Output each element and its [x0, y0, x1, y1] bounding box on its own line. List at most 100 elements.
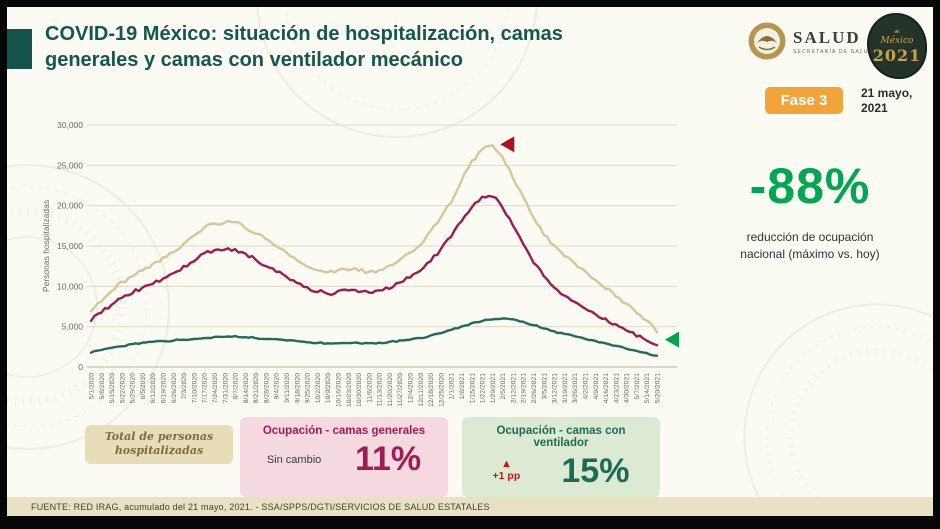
svg-text:12/25/2020: 12/25/2020 [438, 373, 445, 407]
salud-wordmark: SALUD [793, 27, 861, 47]
svg-text:5/15/2020: 5/15/2020 [109, 373, 116, 403]
svg-text:10,000: 10,000 [57, 281, 83, 291]
svg-text:4/9/2021: 4/9/2021 [593, 373, 600, 400]
mexico-2021-logo: ☙ México 2021 [867, 13, 927, 79]
svg-text:11/6/2020: 11/6/2020 [366, 373, 373, 403]
svg-text:25,000: 25,000 [57, 160, 83, 170]
svg-text:3/26/2021: 3/26/2021 [572, 373, 579, 403]
svg-text:9/25/2020: 9/25/2020 [305, 373, 312, 403]
svg-text:7/24/2020: 7/24/2020 [212, 373, 219, 403]
svg-text:8/14/2020: 8/14/2020 [243, 373, 250, 403]
svg-text:5/8/2020: 5/8/2020 [99, 373, 106, 400]
svg-text:10/30/2020: 10/30/2020 [356, 373, 363, 407]
svg-text:2/12/2021: 2/12/2021 [510, 373, 517, 403]
title-accent-bar [7, 29, 32, 69]
svg-text:10/16/2020: 10/16/2020 [335, 373, 342, 407]
svg-text:5/20/2021: 5/20/2021 [655, 373, 662, 403]
svg-text:4/16/2021: 4/16/2021 [603, 373, 610, 403]
svg-text:15,000: 15,000 [57, 241, 83, 251]
chart-canvas: 0 5,000 10,000 15,000 20,000 25,000 30,000 Pers… [41, 120, 679, 407]
svg-text:5/7/2021: 5/7/2021 [634, 373, 641, 400]
salud-seal-icon [748, 22, 786, 60]
legend-general-title: Ocupación - camas generales [262, 425, 426, 437]
svg-text:1/22/2021: 1/22/2021 [480, 373, 487, 403]
svg-text:12/4/2020: 12/4/2020 [408, 373, 415, 403]
salud-logo: SALUD SECRETARÍA DE SALUD [747, 21, 874, 61]
logo-mexico-script: México [880, 35, 914, 46]
svg-text:6/26/2020: 6/26/2020 [171, 373, 178, 403]
date-label: 21 mayo, 2021 [861, 86, 912, 116]
ventilator-change-label: +1 pp [492, 470, 521, 483]
svg-text:12/18/2020: 12/18/2020 [428, 373, 435, 407]
salud-sublabel: SECRETARÍA DE SALUD [793, 48, 874, 55]
source-text: FUENTE: RED IRAG, acumulado del 21 mayo,… [31, 501, 490, 512]
legend-total-box: Total de personas hospitalizadas [85, 425, 233, 464]
svg-text:1/15/2021: 1/15/2021 [469, 373, 476, 403]
svg-text:11/20/2020: 11/20/2020 [387, 373, 394, 407]
svg-text:Personas hospitalizadas: Personas hospitalizadas [41, 200, 51, 292]
svg-text:1/29/2021: 1/29/2021 [490, 373, 497, 403]
svg-text:9/18/2020: 9/18/2020 [294, 373, 301, 403]
svg-text:6/5/2020: 6/5/2020 [140, 373, 147, 400]
svg-text:7/31/2020: 7/31/2020 [222, 373, 229, 403]
svg-text:4/2/2021: 4/2/2021 [582, 373, 589, 400]
svg-text:6/12/2020: 6/12/2020 [150, 373, 157, 403]
svg-text:5/29/2020: 5/29/2020 [130, 373, 137, 403]
svg-text:10/2/2020: 10/2/2020 [315, 373, 322, 403]
logo-ornament-icon: ☙ [893, 26, 901, 36]
svg-text:3/19/2021: 3/19/2021 [562, 373, 569, 403]
svg-text:20,000: 20,000 [57, 201, 83, 211]
svg-text:11/13/2020: 11/13/2020 [377, 373, 384, 407]
kpi-reduction: -88% reducción de ocupación nacional (má… [700, 157, 920, 263]
source-bar: FUENTE: RED IRAG, acumulado del 21 mayo,… [7, 497, 933, 516]
svg-text:8/7/2020: 8/7/2020 [233, 373, 240, 400]
logo-year: 2021 [872, 45, 922, 65]
slide: COVID-19 México: situación de hospitaliz… [7, 7, 933, 516]
background-ornament [743, 303, 933, 516]
kpi-caption: reducción de ocupación nacional (máximo … [740, 230, 880, 261]
up-triangle-icon: ▲ [500, 458, 512, 471]
svg-text:2/19/2021: 2/19/2021 [521, 373, 528, 403]
date-line2: 2021 [861, 101, 888, 115]
svg-text:9/11/2020: 9/11/2020 [284, 373, 291, 403]
svg-text:10/23/2020: 10/23/2020 [346, 373, 353, 407]
svg-text:6/19/2020: 6/19/2020 [161, 373, 168, 403]
fase-badge: Fase 3 [765, 87, 843, 114]
svg-text:12/11/2020: 12/11/2020 [418, 373, 425, 407]
svg-text:7/3/2020: 7/3/2020 [181, 373, 188, 400]
svg-text:30,000: 30,000 [57, 120, 83, 130]
date-line1: 21 mayo, [861, 86, 913, 100]
svg-text:8/28/2020: 8/28/2020 [263, 373, 270, 403]
svg-text:3/12/2021: 3/12/2021 [552, 373, 559, 403]
salud-wordmark-wrap: SALUD SECRETARÍA DE SALUD [793, 28, 874, 55]
hospitalization-chart: 0 5,000 10,000 15,000 20,000 25,000 30,000 Pers… [37, 105, 685, 450]
svg-text:9/4/2020: 9/4/2020 [274, 373, 281, 400]
svg-text:5/1/2020: 5/1/2020 [89, 373, 96, 400]
ventilator-value: 15% [561, 452, 630, 490]
svg-text:4/30/2021: 4/30/2021 [624, 373, 631, 403]
svg-text:10/9/2020: 10/9/2020 [325, 373, 332, 403]
svg-text:3/5/2021: 3/5/2021 [541, 373, 548, 400]
kpi-value: -88% [749, 158, 871, 214]
svg-text:1/8/2021: 1/8/2021 [459, 373, 466, 400]
svg-text:1/1/2021: 1/1/2021 [449, 373, 456, 400]
svg-text:7/10/2020: 7/10/2020 [191, 373, 198, 403]
legend-ventilator-title: Ocupación - camas con ventilador [496, 425, 626, 449]
svg-text:0: 0 [78, 362, 83, 372]
svg-text:5,000: 5,000 [62, 322, 84, 332]
svg-text:5/22/2020: 5/22/2020 [119, 373, 126, 403]
svg-text:11/27/2020: 11/27/2020 [397, 373, 404, 407]
svg-text:4/23/2021: 4/23/2021 [613, 373, 620, 403]
legend-ventilator-box: Ocupación - camas con ventilador ▲ +1 pp… [462, 417, 660, 497]
svg-text:5/14/2021: 5/14/2021 [644, 373, 651, 403]
svg-text:8/21/2020: 8/21/2020 [253, 373, 260, 403]
general-change-label: Sin cambio [266, 453, 322, 466]
svg-text:2/26/2021: 2/26/2021 [531, 373, 538, 403]
ventilator-change: ▲ +1 pp [493, 459, 521, 484]
legend-general-box: Ocupación - camas generales Sin cambio 1… [240, 417, 448, 497]
svg-text:7/17/2020: 7/17/2020 [202, 373, 209, 403]
svg-text:2/5/2021: 2/5/2021 [500, 373, 507, 400]
general-value: 11% [354, 440, 422, 478]
page-title: COVID-19 México: situación de hospitaliz… [45, 23, 563, 71]
